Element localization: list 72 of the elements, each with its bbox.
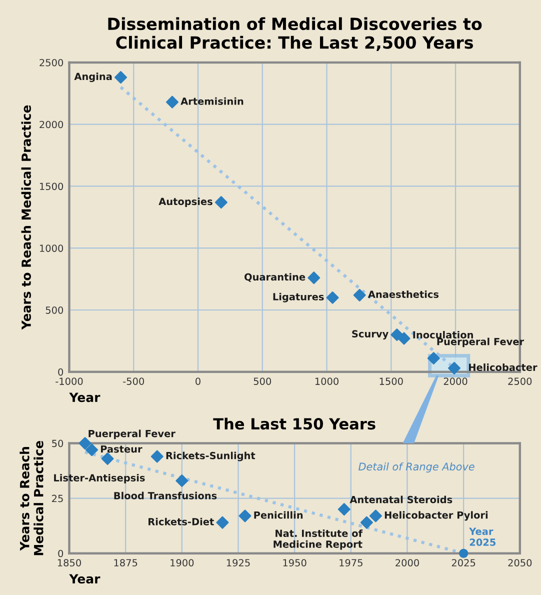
annotation: Ligatures	[273, 292, 324, 302]
annotation: Scurvy	[352, 330, 388, 340]
y-tick-label: 0	[58, 368, 64, 376]
point	[86, 444, 98, 456]
x-axis-title: Year	[69, 392, 100, 402]
x-tick-label: -1000	[56, 378, 83, 385]
point	[114, 71, 127, 84]
point	[360, 516, 373, 529]
x-tick-label: 2000	[444, 378, 468, 385]
y-tick-label: 2500	[40, 58, 64, 66]
annotation: Nat. Institute of Medicine Report	[274, 529, 363, 550]
annotation: Blood Transfusions	[114, 492, 217, 500]
y-axis-title: Years to Reach Medical Practice	[20, 440, 44, 556]
point	[338, 503, 350, 516]
x-tick-label: 2000	[396, 559, 419, 566]
annotation: Anaesthetics	[368, 290, 439, 298]
y-tick-label: 0	[58, 550, 64, 558]
x-tick-label: 1850	[58, 559, 81, 566]
y-tick-label: 2000	[40, 120, 64, 128]
point	[216, 516, 229, 529]
chart-title: Dissemination of Medical Discoveries to Clinical Practice: The Last 2,500 Years	[108, 17, 482, 51]
annotation: Puerperal Fever	[88, 430, 176, 440]
point	[238, 510, 252, 522]
point	[369, 510, 382, 522]
x-tick-label: 500	[254, 378, 272, 385]
chart-title: The Last 150 Years	[213, 418, 376, 430]
x-tick-label: 1975	[340, 559, 362, 566]
y-tick-label: 1500	[40, 182, 64, 190]
point	[214, 196, 228, 209]
point	[150, 450, 164, 463]
annotation: Inoculation	[413, 330, 473, 339]
annotation: Quarantine	[244, 273, 306, 282]
annotation: Lister-Antisepsis	[54, 474, 145, 484]
x-tick-label: 2500	[508, 378, 532, 385]
point	[166, 96, 179, 108]
annotation: Artemisinin	[180, 97, 244, 105]
annotation: Rickets-Diet	[148, 518, 214, 526]
y-axis-title: Years to Reach Medical Practice	[21, 105, 31, 330]
annotation: Helicobacter	[469, 363, 538, 371]
x-tick-label: 1950	[283, 559, 306, 566]
point	[176, 474, 188, 487]
y-tick-label: 25	[52, 494, 63, 502]
point	[353, 288, 366, 302]
annotation: Antenatal Steroids	[350, 496, 452, 504]
annotation: Pasteur	[101, 445, 142, 453]
x-tick-label: 1875	[114, 559, 138, 566]
annotation: Rickets-Sunlight	[166, 452, 256, 462]
annotation: Autopsies	[158, 198, 212, 208]
y-tick-label: 50	[52, 440, 64, 448]
x-axis-title: Year	[69, 574, 100, 584]
point	[326, 291, 339, 304]
annotation: Penicillin	[254, 511, 303, 519]
point	[101, 452, 114, 465]
point	[427, 352, 440, 365]
x-tick-label: 0	[196, 378, 200, 385]
annotation: Year 2025	[469, 528, 496, 546]
y-tick-label: 500	[46, 306, 64, 314]
x-tick-label: -500	[123, 378, 144, 385]
point	[398, 332, 410, 345]
annotation: Detail of Range Above	[358, 462, 474, 473]
annotation: Angina	[74, 72, 112, 82]
x-tick-label: 1500	[380, 378, 403, 385]
annotation: Puerperal Fever	[437, 338, 524, 348]
x-tick-label: 1000	[315, 378, 338, 385]
point	[308, 272, 320, 284]
x-tick-label: 1900	[170, 559, 194, 566]
annotation: Helicobacter Pylori	[384, 511, 488, 521]
x-tick-label: 2025	[452, 559, 476, 566]
x-tick-label: 1925	[226, 559, 250, 566]
point	[458, 548, 468, 558]
x-tick-label: 2050	[508, 559, 532, 566]
y-tick-label: 1000	[40, 244, 64, 252]
